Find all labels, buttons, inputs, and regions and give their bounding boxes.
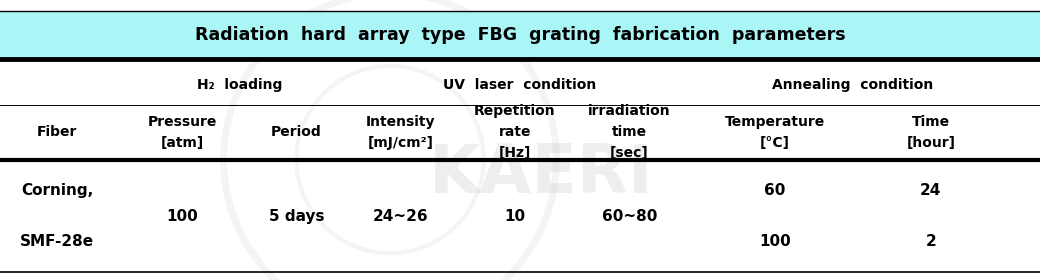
Text: Fiber: Fiber: [37, 125, 77, 139]
Text: Corning,: Corning,: [21, 183, 94, 199]
Text: 5 days: 5 days: [268, 209, 324, 224]
Text: 60~80: 60~80: [601, 209, 657, 224]
Text: Temperature: Temperature: [725, 115, 825, 129]
Text: Period: Period: [271, 125, 321, 139]
Text: rate: rate: [498, 125, 531, 139]
Text: Annealing  condition: Annealing condition: [772, 78, 934, 92]
Text: 100: 100: [759, 234, 790, 249]
Text: [hour]: [hour]: [906, 136, 956, 150]
Text: 60: 60: [764, 183, 785, 199]
Text: H₂  loading: H₂ loading: [197, 78, 282, 92]
Text: [atm]: [atm]: [160, 136, 204, 150]
Bar: [0, 11, 1040, 59]
Text: 24: 24: [920, 183, 941, 199]
Text: Radiation  hard  array  type  FBG  grating  fabrication  parameters: Radiation hard array type FBG grating fa…: [194, 26, 846, 44]
Text: KAERI: KAERI: [428, 141, 653, 207]
Text: Time: Time: [912, 115, 950, 129]
Text: [mJ/cm²]: [mJ/cm²]: [367, 136, 434, 150]
Text: irradiation: irradiation: [588, 104, 671, 118]
Text: Pressure: Pressure: [148, 115, 216, 129]
Text: [sec]: [sec]: [609, 146, 649, 160]
Text: [Hz]: [Hz]: [498, 146, 531, 160]
Text: 100: 100: [166, 209, 198, 224]
Text: 10: 10: [504, 209, 525, 224]
Text: 24~26: 24~26: [372, 209, 428, 224]
Text: Repetition: Repetition: [474, 104, 555, 118]
Text: Intensity: Intensity: [366, 115, 435, 129]
Text: UV  laser  condition: UV laser condition: [443, 78, 597, 92]
Text: 2: 2: [926, 234, 936, 249]
Text: time: time: [612, 125, 647, 139]
Text: SMF-28e: SMF-28e: [20, 234, 95, 249]
Text: [°C]: [°C]: [760, 136, 789, 150]
